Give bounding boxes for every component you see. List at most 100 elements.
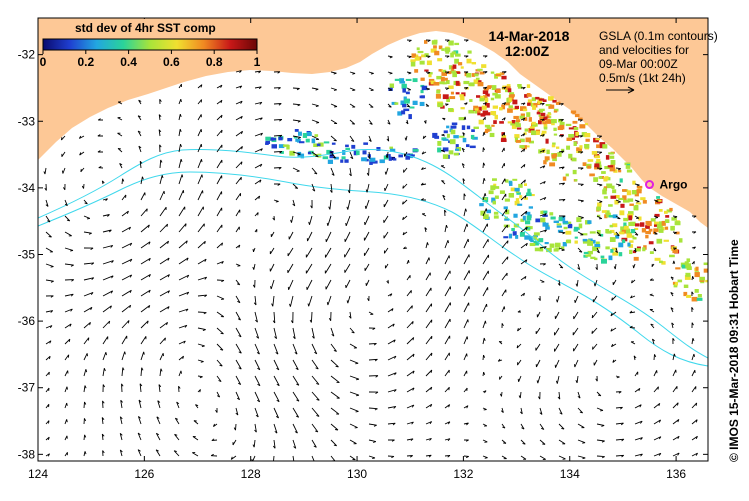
velocity-arrow [292,151,301,156]
velocity-arrow [691,231,697,234]
velocity-arrow [444,71,450,74]
velocity-arrow [593,279,598,287]
velocity-arrow [273,359,280,371]
velocity-arrow [292,391,300,402]
velocity-arrow [137,115,142,121]
velocity-arrow [292,103,301,107]
velocity-arrow [159,190,165,201]
velocity-arrow [140,192,146,201]
velocity-arrow [444,87,450,90]
velocity-arrow [119,449,123,457]
velocity-arrow [101,180,105,185]
reference-arrow-icon [627,86,635,94]
velocity-arrow [629,325,636,329]
velocity-arrow [557,279,561,286]
velocity-arrow [441,133,446,137]
velocity-arrow [349,343,358,349]
y-tick-label: -33 [18,114,36,128]
velocity-arrow [252,439,256,448]
velocity-arrow [462,132,466,137]
velocity-arrow [311,167,318,175]
velocity-arrow [444,369,450,377]
velocity-arrow [292,119,301,123]
velocity-arrow [64,308,73,313]
velocity-arrow [80,167,85,173]
velocity-arrow [270,279,275,290]
velocity-arrow [349,151,354,160]
velocity-arrow [344,247,351,258]
velocity-arrow [292,135,301,139]
velocity-arrow [672,337,675,345]
velocity-arrow [384,263,389,269]
velocity-arrow [691,402,698,409]
velocity-arrow [158,384,162,393]
velocity-arrow [615,247,618,254]
velocity-arrow [292,87,300,91]
info-box: GSLA (0.1m contours) and velocities for … [599,29,718,94]
velocity-arrow [120,399,123,409]
velocity-arrow [330,407,340,415]
velocity-arrow [197,190,204,201]
velocity-arrow [368,87,374,91]
velocity-arrow [463,102,468,106]
velocity-arrow [383,215,389,224]
velocity-arrow [444,454,451,458]
velocity-arrow [368,135,372,142]
velocity-arrow [482,439,488,443]
velocity-arrow [216,191,223,201]
velocity-arrow [482,254,490,265]
velocity-arrow [482,131,486,137]
velocity-arrow [387,119,391,125]
velocity-arrow [101,433,105,441]
velocity-arrow [535,327,541,335]
velocity-arrow [539,213,547,217]
velocity-arrow [463,223,469,233]
velocity-arrow [254,359,261,371]
velocity-arrow [102,384,105,393]
velocity-arrow [102,244,114,249]
velocity-arrow [538,295,541,301]
velocity-arrow [121,178,125,185]
velocity-arrow [672,435,680,441]
velocity-arrow [386,279,389,284]
velocity-arrow [83,291,94,297]
velocity-arrow [535,343,541,351]
velocity-arrow [387,87,393,91]
velocity-arrow [178,324,188,329]
velocity-arrow [273,71,281,74]
velocity-arrow [158,114,162,121]
velocity-arrow [442,117,446,121]
velocity-arrow [45,403,50,409]
velocity-arrow [425,454,432,458]
velocity-arrow [554,359,560,368]
velocity-arrow [383,247,389,254]
velocity-arrow [102,305,112,313]
velocity-arrow [444,404,451,409]
velocity-arrow [406,438,414,442]
velocity-arrow [235,244,241,249]
velocity-arrow [387,55,393,59]
velocity-arrow [610,311,617,317]
velocity-arrow [653,452,662,457]
velocity-arrow [102,198,108,202]
velocity-arrow [539,423,545,430]
velocity-arrow [558,166,565,170]
time-label: 12:00Z [505,43,550,59]
velocity-arrow [273,134,283,138]
velocity-arrow [482,193,487,201]
velocity-arrow [672,385,678,393]
velocity-arrow [593,359,598,366]
velocity-arrow [364,199,370,209]
velocity-arrow [368,342,377,346]
velocity-arrow [596,167,603,171]
velocity-arrow [349,375,360,381]
velocity-arrow [159,175,164,185]
velocity-arrow [140,257,151,265]
velocity-arrow [482,303,488,313]
velocity-arrow [520,242,528,249]
velocity-arrow [61,151,66,158]
velocity-arrow [290,311,294,324]
velocity-arrow [121,320,130,329]
velocity-arrow [253,295,257,306]
velocity-arrow [365,279,370,286]
